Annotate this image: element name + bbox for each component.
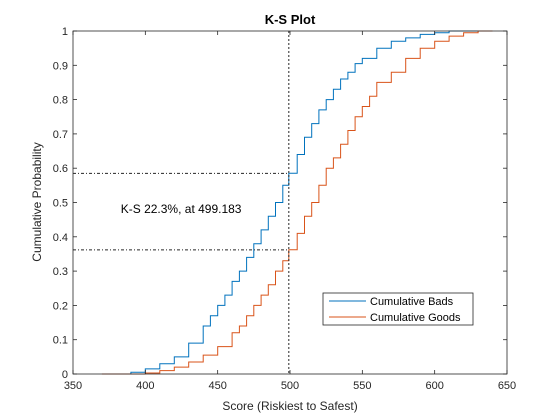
y-tick-label: 0	[62, 369, 68, 381]
legend: Cumulative Bads Cumulative Goods	[322, 292, 474, 326]
y-tick-label: 0.4	[53, 232, 68, 244]
y-tick-label: 0.1	[53, 335, 68, 347]
legend-box	[322, 292, 474, 326]
series-lines	[101, 30, 493, 375]
y-tick-label: 0.6	[53, 163, 68, 175]
x-axis-ticks: 350 400 450 500 550 600 650	[64, 31, 516, 392]
x-tick-label: 450	[208, 380, 226, 392]
x-tick-label: 500	[281, 380, 299, 392]
x-tick-label: 600	[425, 380, 443, 392]
y-tick-label: 0.9	[53, 60, 68, 72]
y-tick-label: 0.8	[53, 95, 68, 107]
x-tick-label: 400	[136, 380, 154, 392]
x-tick-label: 650	[498, 380, 516, 392]
ks-markers	[73, 31, 290, 374]
y-tick-label: 1	[62, 26, 68, 38]
legend-label-goods: Cumulative Goods	[370, 312, 461, 324]
legend-label-bads: Cumulative Bads	[370, 296, 454, 308]
y-tick-label: 0.5	[53, 198, 68, 210]
y-tick-label: 0.7	[53, 129, 68, 141]
chart-title: K-S Plot	[265, 12, 316, 27]
y-axis-ticks: 0 0.1 0.2 0.3 0.4 0.5 0.6 0.7 0.8 0.9 1	[53, 26, 507, 381]
ks-annotation: K-S 22.3%, at 499.183	[121, 202, 242, 216]
y-tick-label: 0.2	[53, 300, 68, 312]
series-line-0	[109, 30, 479, 375]
x-axis-label: Score (Riskiest to Safest)	[222, 399, 357, 413]
y-axis-label: Cumulative Probability	[30, 142, 44, 261]
series-line-1	[101, 30, 493, 375]
y-tick-label: 0.3	[53, 266, 68, 278]
x-tick-label: 550	[353, 380, 371, 392]
x-tick-label: 350	[64, 380, 82, 392]
